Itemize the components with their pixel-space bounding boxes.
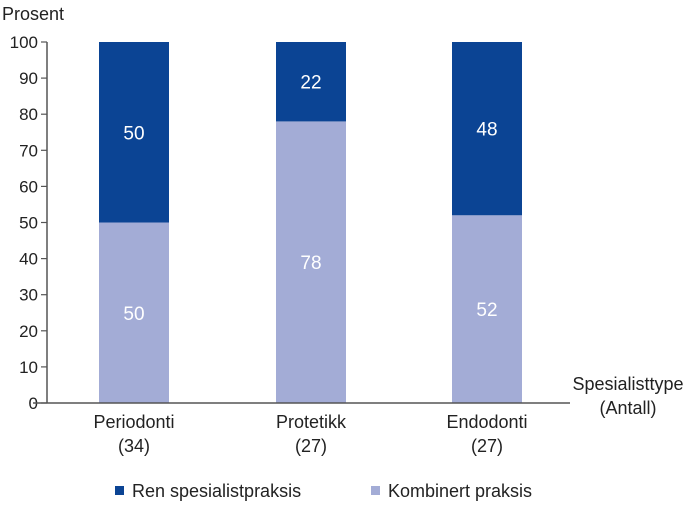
y-tick-label: 30	[19, 286, 38, 305]
data-label: 52	[476, 300, 497, 321]
y-tick-label: 100	[10, 33, 38, 52]
legend-label: Kombinert praksis	[388, 481, 532, 501]
bar-segment	[99, 222, 169, 403]
y-axis-label: Prosent	[2, 4, 64, 24]
legend-label: Ren spesialistpraksis	[132, 481, 301, 501]
legend-swatch	[371, 486, 380, 495]
x-tick-label: Endodonti	[446, 412, 527, 432]
y-tick-label: 70	[19, 141, 38, 160]
x-tick-count: (27)	[295, 436, 327, 456]
legend: Ren spesialistpraksis Kombinert praksis	[115, 481, 532, 501]
data-label: 22	[300, 73, 321, 94]
bar-segment	[276, 121, 346, 404]
data-label: 78	[300, 253, 321, 274]
x-tick-label: Periodonti	[93, 412, 174, 432]
x-axis-label: Spesialisttype	[572, 374, 683, 394]
y-tick-label: 60	[19, 177, 38, 196]
x-tick-count: (27)	[471, 436, 503, 456]
data-label: 50	[123, 123, 144, 144]
y-tick-label: 80	[19, 105, 38, 124]
y-tick-label: 50	[19, 214, 38, 233]
y-tick-label: 20	[19, 322, 38, 341]
y-tick-label: 90	[19, 69, 38, 88]
x-axis-label-sub: (Antall)	[599, 398, 656, 418]
data-label: 48	[476, 120, 497, 141]
x-tick-label: Protetikk	[276, 412, 347, 432]
y-tick-label: 10	[19, 358, 38, 377]
bar-segment	[99, 42, 169, 223]
bar-segment	[452, 42, 522, 216]
bar-segment	[276, 42, 346, 122]
legend-swatch	[115, 486, 124, 495]
data-label: 50	[123, 304, 144, 325]
x-tick-count: (34)	[118, 436, 150, 456]
bar-segment	[452, 215, 522, 403]
y-tick-label: 40	[19, 250, 38, 269]
